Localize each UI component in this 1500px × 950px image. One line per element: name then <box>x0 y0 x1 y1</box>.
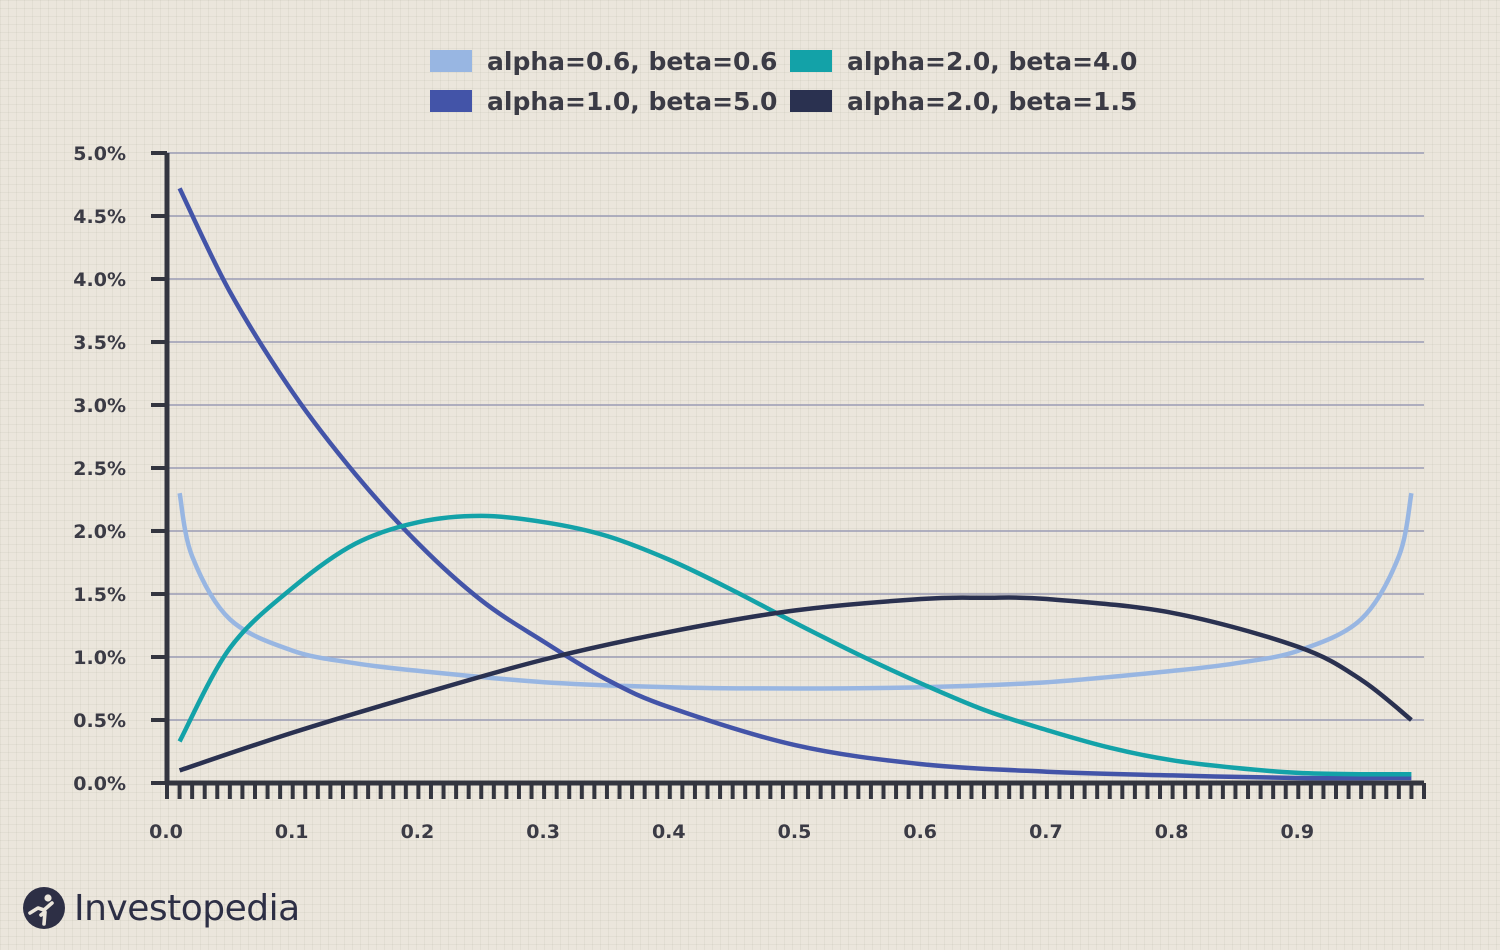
y-tick-label: 1.0% <box>73 647 126 669</box>
legend-swatch <box>790 50 832 72</box>
legend-label: alpha=0.6, beta=0.6 <box>487 47 777 76</box>
y-tick-label: 3.5% <box>73 332 126 354</box>
series-line-4 <box>178 595 1413 773</box>
legend: alpha=0.6, beta=0.6 alpha=1.0, beta=5.0 al… <box>430 47 1137 116</box>
y-tick-label: 2.5% <box>73 458 126 480</box>
legend-item-3: alpha=2.0, beta=4.0 <box>790 47 1137 76</box>
y-tick-label: 0.5% <box>73 710 126 732</box>
x-tick-label: 0.4 <box>652 821 686 843</box>
x-tick-label: 0.0 <box>149 821 183 843</box>
series-line-1 <box>177 492 1414 691</box>
legend-swatch <box>790 90 832 112</box>
series-line-3 <box>177 513 1412 777</box>
legend-item-2: alpha=1.0, beta=5.0 <box>430 87 777 116</box>
x-tick-label: 0.3 <box>526 821 560 843</box>
y-tick-label: 5.0% <box>73 143 126 165</box>
x-tick-label: 0.9 <box>1280 821 1314 843</box>
legend-label: alpha=2.0, beta=4.0 <box>847 47 1137 76</box>
y-tick-labels: 0.0% 0.5% 1.0% 1.5% 2.0% 2.5% 3.0% 3.5% 4.0% 4.5%… <box>73 143 126 795</box>
x-tick-label: 0.6 <box>903 821 937 843</box>
x-tick-label: 0.5 <box>778 821 812 843</box>
brand-name: Investopedia <box>74 887 300 929</box>
legend-label: alpha=2.0, beta=1.5 <box>847 87 1137 116</box>
y-tick-label: 2.0% <box>73 521 126 543</box>
x-tick-label: 0.1 <box>275 821 309 843</box>
x-tick-label: 0.8 <box>1155 821 1189 843</box>
investopedia-logo-icon <box>23 887 65 929</box>
investopedia-logo: Investopedia <box>22 886 300 930</box>
x-tick-label: 0.7 <box>1029 821 1063 843</box>
legend-label: alpha=1.0, beta=5.0 <box>487 87 777 116</box>
y-tick-label: 4.5% <box>73 206 126 228</box>
legend-item-1: alpha=0.6, beta=0.6 <box>430 47 777 76</box>
series-lines <box>177 187 1414 781</box>
y-tick-label: 1.5% <box>73 584 126 606</box>
y-tick-label: 0.0% <box>73 773 126 795</box>
series-line-2 <box>177 187 1412 781</box>
x-tick-label: 0.2 <box>401 821 435 843</box>
x-tick-labels: 0.0 0.1 0.2 0.3 0.4 0.5 0.6 0.7 0.8 0.9 <box>149 821 1314 843</box>
axes <box>151 151 1426 799</box>
y-tick-label: 3.0% <box>73 395 126 417</box>
legend-swatch <box>430 50 472 72</box>
y-tick-label: 4.0% <box>73 269 126 291</box>
grid-lines <box>167 152 1424 721</box>
legend-item-4: alpha=2.0, beta=1.5 <box>790 87 1137 116</box>
legend-swatch <box>430 90 472 112</box>
